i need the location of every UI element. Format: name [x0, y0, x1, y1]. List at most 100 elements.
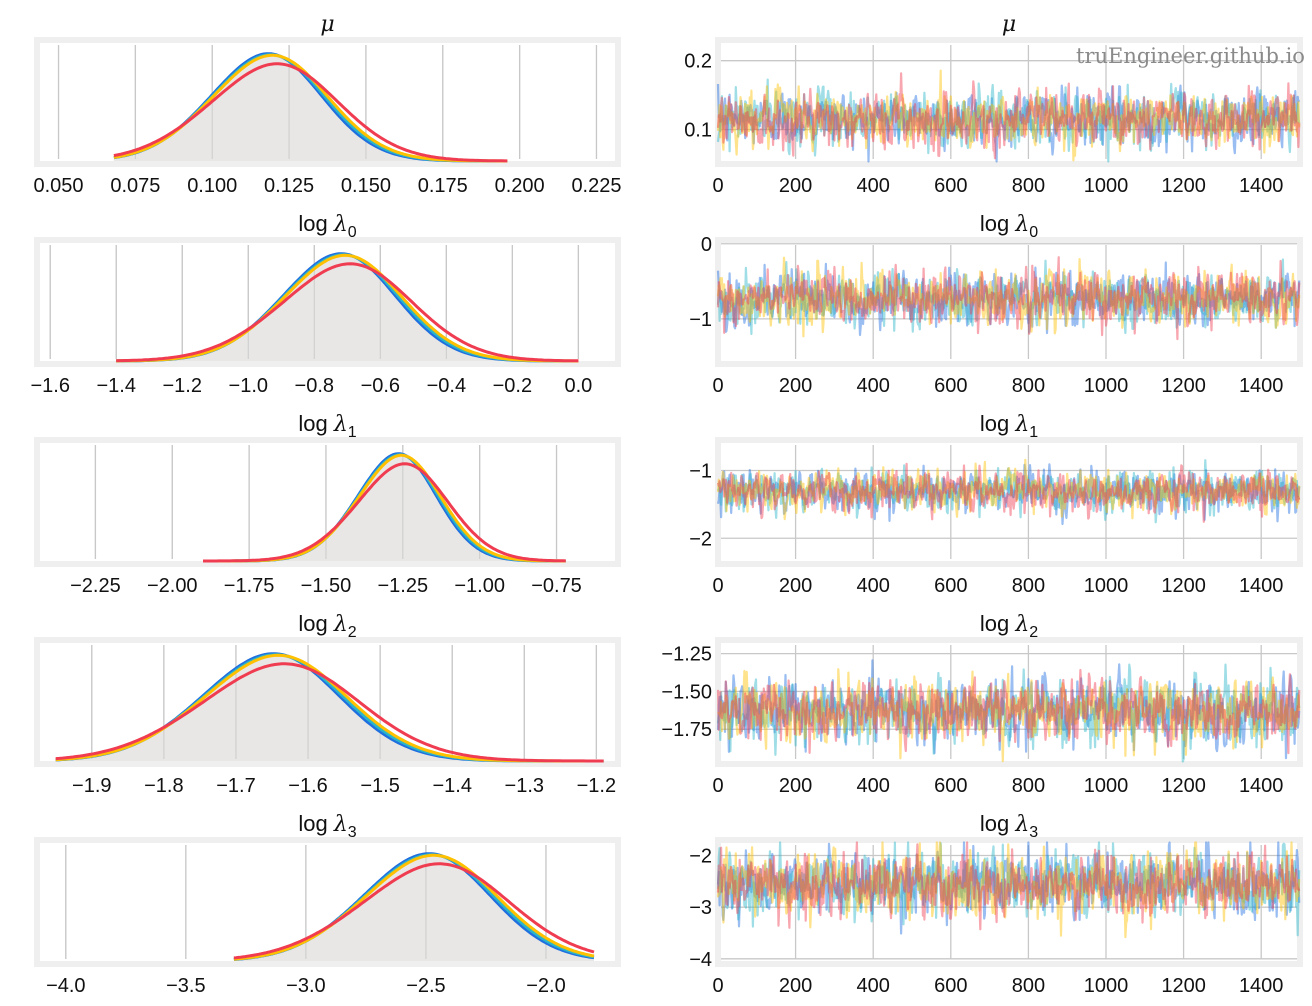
x-tick-label: 600: [934, 375, 967, 397]
x-tick-label: 1000: [1084, 175, 1129, 197]
axes-frame: [715, 237, 1303, 367]
x-tick-label: −0.6: [361, 375, 400, 397]
watermark: truEngineer.github.io: [1076, 44, 1305, 68]
panel-title: log λ0: [980, 211, 1038, 241]
trace-line-chain-0: [716, 261, 1301, 337]
x-tick-label: 1400: [1239, 375, 1284, 397]
x-tick-label: 1200: [1161, 775, 1206, 797]
x-tick-label: 1400: [1239, 775, 1284, 797]
trace-panel-mu: μ 0 200 400 600 800 1000 1200 1400 0.1 0.2: [684, 12, 1303, 197]
x-tick-label: 400: [857, 975, 890, 997]
x-tick-label: 0.125: [264, 175, 314, 197]
axes-frame: [715, 637, 1303, 767]
panel-title: log λ3: [298, 811, 356, 841]
x-tick-label: 0: [712, 375, 723, 397]
x-tick-label: −1.2: [577, 775, 616, 797]
x-tick-label: −2.0: [526, 975, 565, 997]
x-tick-label: −2.25: [70, 575, 121, 597]
panel-title: μ: [1002, 12, 1016, 37]
trace-line-chain-2: [716, 458, 1301, 521]
x-tick-label: 1400: [1239, 575, 1284, 597]
trace-line-chain-0: [716, 83, 1301, 163]
y-tick-label: −1: [689, 460, 712, 482]
kde-line-chain-2: [116, 253, 579, 363]
x-tick-label: −0.4: [427, 375, 466, 397]
x-tick-label: −0.2: [493, 375, 532, 397]
trace-line-chain-1: [716, 663, 1301, 763]
trace-line-chain-3: [716, 256, 1301, 341]
x-tick-label: 400: [857, 775, 890, 797]
x-tick-label: 0: [712, 975, 723, 997]
x-tick-label: 1400: [1239, 975, 1284, 997]
x-tick-label: 600: [934, 175, 967, 197]
x-tick-label: 1400: [1239, 175, 1284, 197]
trace-line-chain-1: [716, 258, 1301, 336]
y-tick-label: −1.75: [661, 719, 712, 741]
x-tick-label: 0.0: [564, 375, 592, 397]
x-tick-label: −1.4: [432, 775, 471, 797]
trace-panel-log_lambda_2: log λ2 0 200 400 600 800 1000 1200 1400 −1.75 −1.5…: [661, 611, 1303, 797]
panel-title: log λ1: [980, 411, 1038, 441]
x-tick-label: 400: [857, 575, 890, 597]
kde-line-chain-3: [113, 62, 508, 163]
kde-line-chain-2: [233, 853, 595, 961]
x-tick-label: 0.225: [571, 175, 621, 197]
trace-line-chain-2: [717, 668, 1301, 763]
x-tick-label: −2.00: [147, 575, 198, 597]
axes-frame: [715, 437, 1303, 567]
y-tick-label: 0: [701, 234, 712, 256]
x-tick-label: 0: [712, 575, 723, 597]
x-tick-label: −1.00: [454, 575, 505, 597]
x-tick-label: −0.8: [295, 375, 334, 397]
trace-line-chain-1: [716, 841, 1301, 937]
x-tick-label: 0.050: [33, 175, 83, 197]
x-tick-label: 0.200: [495, 175, 545, 197]
kde-panel-log_lambda_1: log λ1 −2.25 −2.00 −1.75 −1.50 −1.25 −1.00 −0.7…: [34, 411, 621, 597]
x-tick-label: −1.8: [144, 775, 183, 797]
y-tick-label: −4: [689, 949, 712, 971]
kde-panel-log_lambda_3: log λ3 −4.0 −3.5 −3.0 −2.5 −2.0: [34, 811, 621, 997]
x-tick-label: −1.9: [72, 775, 111, 797]
x-tick-label: −3.5: [166, 975, 205, 997]
x-tick-label: −1.50: [301, 575, 352, 597]
panel-title: log λ2: [298, 611, 356, 641]
trace-line-chain-2: [716, 69, 1301, 162]
y-tick-label: −1: [689, 309, 712, 331]
y-tick-label: 0.2: [684, 51, 712, 73]
x-tick-label: 200: [779, 175, 812, 197]
kde-line-chain-3: [116, 262, 579, 363]
y-tick-label: −1.50: [661, 681, 712, 703]
trace-panel-log_lambda_3: log λ3 0 200 400 600 800 1000 1200 1400 −4 −3 −2: [689, 811, 1303, 997]
x-tick-label: −3.0: [286, 975, 325, 997]
panel-title: log λ2: [980, 611, 1038, 641]
x-tick-label: 1200: [1161, 575, 1206, 597]
x-tick-label: 0.150: [341, 175, 391, 197]
density-fill: [233, 853, 594, 961]
density-fill: [203, 453, 566, 561]
x-tick-label: 800: [1012, 775, 1045, 797]
x-tick-label: 400: [857, 375, 890, 397]
x-tick-label: −1.25: [378, 575, 429, 597]
trace-line-chain-0: [716, 463, 1301, 526]
x-tick-label: 800: [1012, 575, 1045, 597]
y-tick-label: −2: [689, 846, 712, 868]
kde-panel-log_lambda_2: log λ2 −1.9 −1.8 −1.7 −1.6 −1.5 −1.4 −1.3 −1.2: [34, 611, 621, 797]
x-tick-label: 600: [934, 775, 967, 797]
x-tick-label: 1000: [1084, 775, 1129, 797]
x-tick-label: 1000: [1084, 375, 1129, 397]
x-tick-label: 1200: [1161, 375, 1206, 397]
x-tick-label: −1.6: [30, 375, 69, 397]
x-tick-label: 800: [1012, 175, 1045, 197]
y-tick-label: −2: [689, 528, 712, 550]
density-fill: [55, 653, 604, 761]
x-tick-label: 400: [857, 175, 890, 197]
x-tick-label: −1.75: [224, 575, 275, 597]
x-tick-label: 600: [934, 575, 967, 597]
x-tick-label: 1000: [1084, 975, 1129, 997]
x-tick-label: 600: [934, 975, 967, 997]
x-tick-label: 200: [779, 575, 812, 597]
trace-panel-log_lambda_0: log λ0 0 200 400 600 800 1000 1200 1400 −1 0: [689, 211, 1303, 397]
trace-line-chain-0: [716, 841, 1301, 935]
x-tick-label: 200: [779, 375, 812, 397]
